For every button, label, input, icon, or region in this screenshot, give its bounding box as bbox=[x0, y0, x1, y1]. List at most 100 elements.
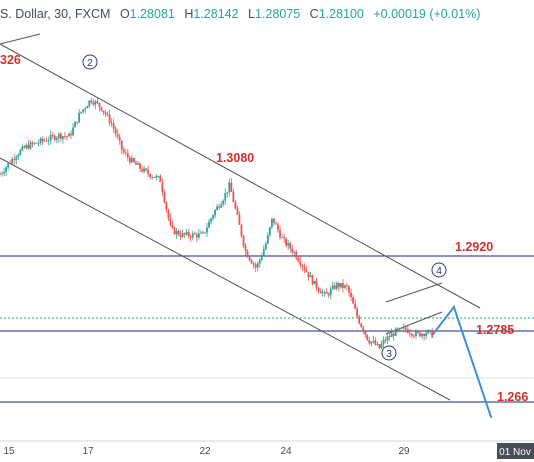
candle-body bbox=[295, 251, 298, 259]
candle-body bbox=[402, 327, 405, 329]
candle-body bbox=[429, 329, 432, 331]
candle-body bbox=[212, 215, 214, 219]
candle-body bbox=[218, 206, 221, 208]
candle-body bbox=[408, 332, 411, 334]
candle-body bbox=[104, 112, 107, 115]
candle-body bbox=[90, 100, 93, 103]
candle-body bbox=[311, 275, 314, 285]
candle-body bbox=[234, 201, 237, 209]
candle-body bbox=[137, 163, 139, 165]
candle-body bbox=[177, 230, 180, 235]
candle-body bbox=[222, 200, 225, 205]
candle-body bbox=[53, 135, 56, 140]
candle-body bbox=[366, 334, 369, 341]
candle-body bbox=[204, 232, 206, 234]
candle-body bbox=[92, 102, 95, 105]
candle-body bbox=[283, 237, 285, 239]
high-value: 1.28142 bbox=[193, 7, 239, 21]
candle-body bbox=[394, 328, 397, 336]
candle-body bbox=[7, 163, 10, 168]
x-highlight-bg bbox=[497, 443, 534, 459]
candle-body bbox=[179, 234, 182, 237]
candle-body bbox=[1, 173, 3, 175]
candle-body bbox=[260, 255, 263, 260]
candle-body bbox=[392, 333, 395, 336]
candle-body bbox=[171, 224, 174, 228]
candle-body bbox=[96, 101, 99, 104]
candle-body bbox=[319, 291, 322, 294]
candle-body bbox=[114, 128, 117, 134]
candle-body bbox=[55, 137, 58, 140]
channel-upper-line[interactable] bbox=[0, 43, 481, 309]
candle-body bbox=[214, 210, 216, 216]
candle-body bbox=[281, 237, 283, 239]
candle-body bbox=[362, 326, 365, 332]
high-key: H bbox=[184, 7, 194, 21]
candle-body bbox=[70, 133, 72, 136]
candle-body bbox=[301, 265, 304, 267]
candle-body bbox=[382, 339, 385, 345]
candle-body bbox=[250, 260, 253, 264]
candle-body bbox=[143, 168, 145, 172]
candle-body bbox=[84, 108, 87, 110]
candle-body bbox=[11, 158, 14, 164]
candle-body bbox=[356, 308, 359, 317]
candle-body bbox=[400, 328, 403, 329]
candle-body bbox=[45, 140, 48, 142]
candle-body bbox=[29, 142, 32, 149]
mini-channel-upper[interactable] bbox=[385, 282, 443, 303]
symbol-legend: S. Dollar, 30, FXCM O1.28081 H1.28142 L1… bbox=[0, 5, 480, 23]
candlestick-series bbox=[0, 98, 434, 350]
candle-body bbox=[323, 291, 326, 293]
candle-body bbox=[78, 113, 81, 123]
candle-body bbox=[155, 175, 158, 178]
candle-body bbox=[141, 168, 143, 172]
candle-body bbox=[254, 264, 257, 268]
candle-body bbox=[118, 136, 121, 141]
candle-body bbox=[309, 275, 312, 278]
candle-body bbox=[378, 344, 381, 349]
candle-body bbox=[64, 136, 66, 137]
candle-body bbox=[226, 192, 229, 194]
projection-path[interactable] bbox=[431, 304, 493, 419]
channel-lower-line[interactable] bbox=[0, 157, 451, 401]
candle-body bbox=[216, 206, 219, 211]
candle-body bbox=[66, 136, 68, 138]
candle-body bbox=[404, 327, 407, 330]
candle-body bbox=[244, 245, 247, 252]
candle-body bbox=[59, 133, 62, 139]
candle-body bbox=[374, 340, 377, 345]
candle-body bbox=[31, 142, 34, 144]
close-value: 1.28100 bbox=[318, 7, 364, 21]
candle-body bbox=[153, 177, 156, 178]
candle-body bbox=[370, 341, 373, 344]
candle-body bbox=[43, 140, 46, 142]
candle-body bbox=[206, 227, 208, 233]
candle-body bbox=[236, 208, 239, 215]
candle-body bbox=[135, 162, 137, 165]
candle-body bbox=[74, 121, 76, 128]
candle-body bbox=[411, 333, 413, 336]
candle-body bbox=[68, 133, 70, 137]
candle-body bbox=[157, 175, 160, 177]
candle-body bbox=[210, 218, 212, 222]
candle-body bbox=[425, 333, 428, 337]
candle-body bbox=[360, 323, 363, 327]
candle-body bbox=[396, 328, 399, 330]
candle-body bbox=[199, 232, 202, 234]
low-value: 1.28075 bbox=[255, 7, 301, 21]
candle-body bbox=[352, 297, 354, 304]
candle-body bbox=[165, 202, 168, 210]
x-tick-15: 15 bbox=[3, 446, 15, 457]
candle-body bbox=[384, 339, 387, 341]
candle-body bbox=[266, 235, 269, 244]
candle-body bbox=[169, 218, 172, 225]
candle-body bbox=[240, 224, 243, 237]
candle-body bbox=[313, 280, 316, 285]
candle-body bbox=[307, 272, 310, 278]
channel-upper-extension[interactable] bbox=[0, 33, 41, 45]
candle-body bbox=[368, 340, 371, 344]
candle-body bbox=[258, 259, 261, 264]
